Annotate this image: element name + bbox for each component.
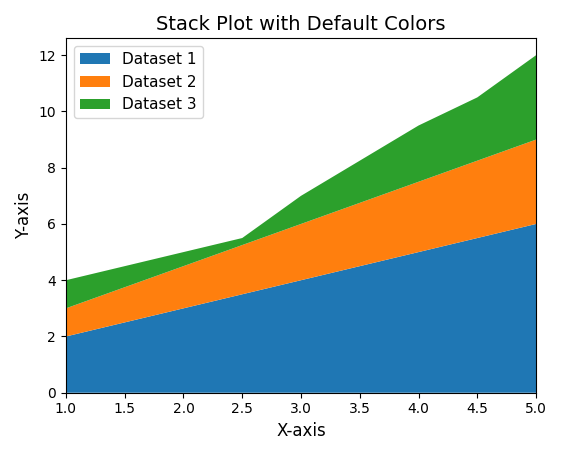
Y-axis label: Y-axis: Y-axis xyxy=(15,192,33,239)
Legend: Dataset 1, Dataset 2, Dataset 3: Dataset 1, Dataset 2, Dataset 3 xyxy=(74,46,203,118)
Title: Stack Plot with Default Colors: Stack Plot with Default Colors xyxy=(156,15,446,34)
X-axis label: X-axis: X-axis xyxy=(276,422,326,440)
